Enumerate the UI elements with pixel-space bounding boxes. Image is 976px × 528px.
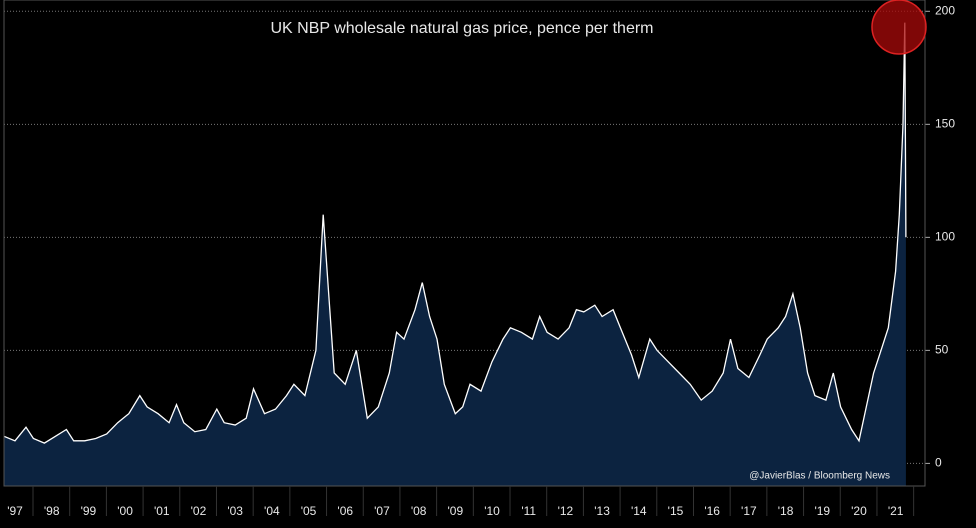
x-tick-label: '02 [191, 504, 207, 518]
y-tick-label: 100 [935, 230, 955, 244]
x-tick-label: '10 [484, 504, 500, 518]
source: @JavierBlas / Bloomberg News [749, 471, 890, 482]
y-tick-label: 0 [935, 456, 942, 470]
x-tick-label: '00 [117, 504, 133, 518]
x-tick-label: '18 [778, 504, 794, 518]
chart-title: UK NBP wholesale natural gas price, penc… [270, 20, 653, 37]
x-tick-label: '98 [44, 504, 60, 518]
x-tick-label: '07 [374, 504, 390, 518]
line [3, 22, 907, 444]
area [4, 22, 906, 486]
x-tick-label: '11 [521, 504, 536, 518]
plot-frame [3, 0, 926, 487]
x-tick-label: '13 [594, 504, 610, 518]
y-tick-label: 200 [935, 3, 955, 17]
x-tick-label: '15 [668, 504, 684, 518]
x-tick-label: '04 [264, 504, 280, 518]
x-tick-label: '17 [741, 504, 757, 518]
x-tick-label: '20 [851, 504, 867, 518]
x-tick-label: '16 [704, 504, 720, 518]
x-tick-label: '09 [448, 504, 464, 518]
y-tick-label: 150 [935, 116, 955, 130]
x-tick-label: '14 [631, 504, 647, 518]
x-tick-label: '21 [888, 504, 904, 518]
x-tick-label: '06 [337, 504, 353, 518]
x-tick-label: '19 [814, 504, 830, 518]
x-tick-label: '97 [7, 504, 23, 518]
x-tick-label: '01 [154, 504, 170, 518]
x-tick-label: '12 [558, 504, 574, 518]
x-tick-label: '08 [411, 504, 427, 518]
x-tick-label: '99 [81, 504, 97, 518]
highlight-circle [871, 0, 927, 55]
x-tick-label: '03 [227, 504, 243, 518]
y-tick-label: 50 [935, 343, 949, 357]
x-tick-label: '05 [301, 504, 317, 518]
